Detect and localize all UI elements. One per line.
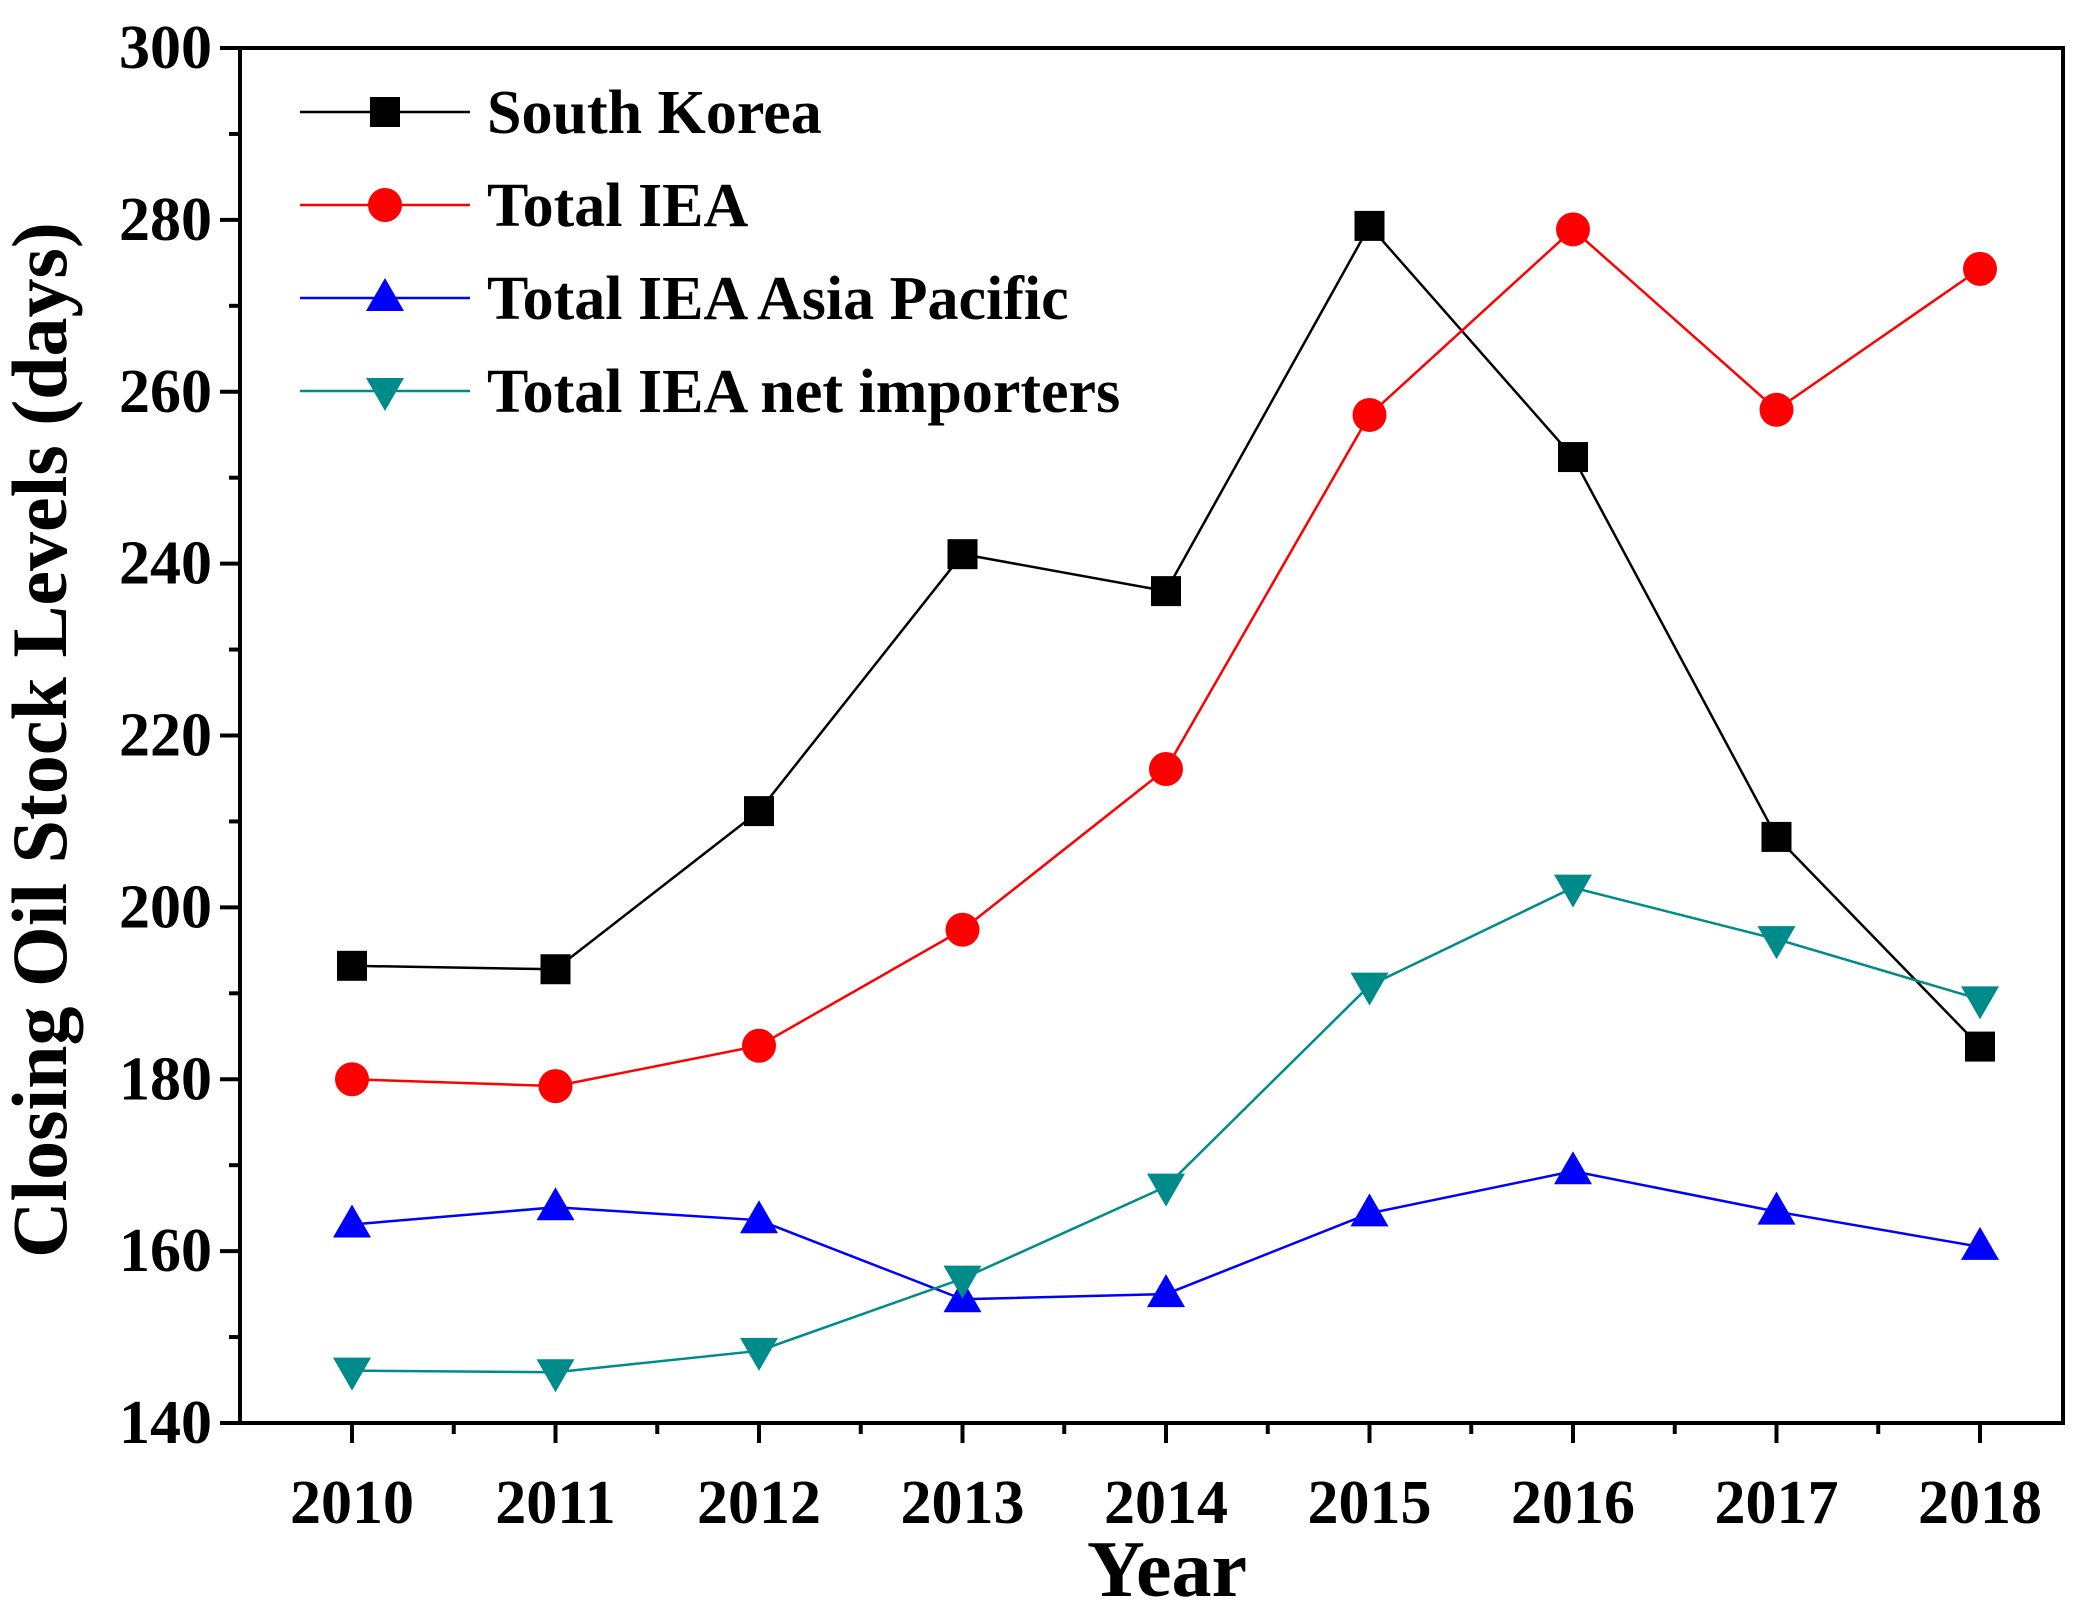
data-point: [1963, 251, 1997, 286]
data-point: [1961, 1226, 1999, 1260]
x-tick-label: 2012: [697, 1469, 821, 1537]
legend-entry: South Korea: [300, 79, 822, 147]
legend-marker: [366, 278, 404, 311]
x-axis-title: Year: [1087, 1526, 1247, 1614]
x-tick-label: 2017: [1715, 1469, 1839, 1537]
data-point: [740, 1200, 778, 1234]
data-point: [1761, 821, 1792, 852]
legend-label: Total IEA: [487, 172, 749, 240]
data-point: [742, 1028, 776, 1063]
series-1: [335, 212, 1997, 1104]
axis-layer: 140 160 180 200 220 240 260 280 300 2010 2011 2012 2…: [119, 14, 2042, 1537]
y-tick-label: 140: [119, 1389, 212, 1457]
data-point: [740, 1337, 778, 1371]
legend-label: Total IEA Asia Pacific: [487, 265, 1069, 333]
x-tick-label: 2018: [1918, 1469, 2042, 1537]
series-3: [333, 874, 1999, 1393]
series-layer: [333, 210, 1999, 1393]
y-tick-label: 200: [119, 873, 212, 941]
y-tick-label: 260: [119, 358, 212, 426]
data-point: [538, 1069, 573, 1104]
data-point: [1147, 1173, 1185, 1207]
y-axis-title: Closing Oil Stock Levels (days): [0, 222, 83, 1258]
y-tick-label: 180: [119, 1045, 212, 1113]
data-point: [1554, 874, 1592, 908]
data-point: [1350, 972, 1389, 1006]
legend-entry: Total IEA Asia Pacific: [300, 265, 1069, 333]
data-point: [1757, 926, 1796, 960]
data-point: [1558, 442, 1588, 473]
x-tick-label: 2013: [901, 1469, 1025, 1537]
y-tick-label: 240: [119, 530, 212, 598]
data-point: [1554, 1151, 1592, 1185]
legend-entry: Total IEA net importers: [300, 358, 1120, 426]
y-tick-label: 220: [119, 702, 212, 770]
data-point: [540, 954, 571, 985]
data-point: [333, 1204, 371, 1238]
data-point: [1556, 212, 1590, 247]
data-point: [1354, 210, 1385, 241]
data-point: [536, 1359, 575, 1393]
data-point: [943, 1265, 982, 1299]
series-2: [333, 1151, 1999, 1313]
x-tick-label: 2011: [495, 1469, 616, 1537]
data-point: [744, 796, 774, 827]
x-tick-label: 2015: [1308, 1469, 1432, 1537]
legend-entry: Total IEA: [300, 172, 749, 240]
data-point: [1757, 1191, 1796, 1225]
data-point: [945, 912, 980, 947]
data-point: [536, 1187, 575, 1221]
legend: South Korea Total IEA Total IEA Asia Pacif…: [300, 79, 1120, 426]
data-point: [335, 1062, 369, 1097]
data-point: [1147, 1274, 1185, 1308]
data-point: [1350, 1193, 1389, 1227]
x-tick-label: 2010: [290, 1469, 414, 1537]
data-point: [1961, 986, 1999, 1020]
data-point: [1965, 1031, 1995, 1062]
data-point: [947, 539, 978, 570]
y-tick-label: 300: [119, 14, 212, 82]
x-tick-label: 2014: [1104, 1469, 1228, 1537]
legend-label: South Korea: [487, 79, 822, 147]
data-point: [1151, 576, 1181, 607]
legend-label: Total IEA net importers: [487, 358, 1120, 426]
data-point: [1352, 397, 1387, 432]
data-point: [337, 950, 367, 981]
legend-marker: [366, 378, 404, 411]
x-tick-label: 2016: [1511, 1469, 1635, 1537]
data-point: [1149, 752, 1183, 787]
legend-marker: [368, 188, 402, 222]
series-0: [337, 210, 1995, 1062]
data-point: [333, 1357, 371, 1391]
y-tick-label: 280: [119, 186, 212, 254]
data-point: [1759, 392, 1794, 427]
series-line: [351, 223, 1981, 1048]
legend-marker: [370, 97, 400, 127]
y-tick-label: 160: [119, 1217, 212, 1285]
